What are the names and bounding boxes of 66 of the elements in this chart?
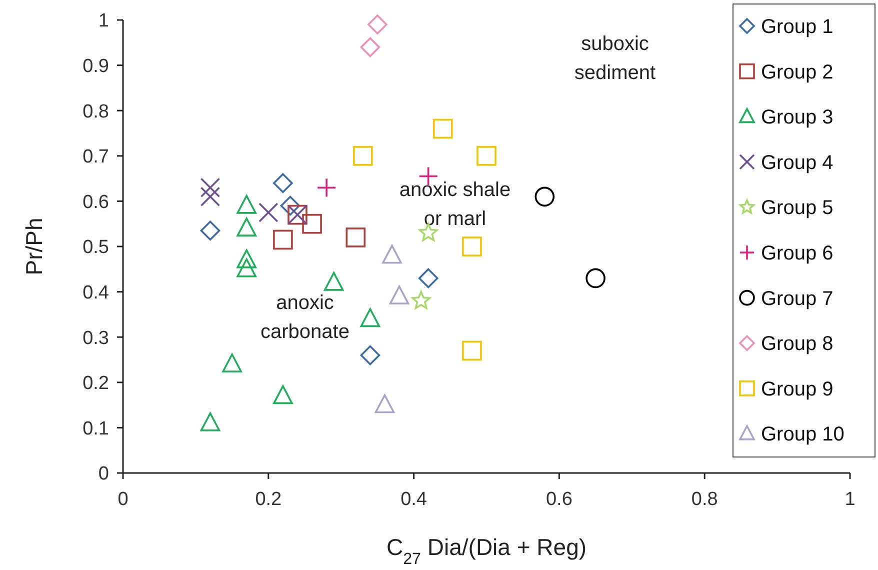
point bbox=[360, 308, 380, 328]
point bbox=[382, 244, 402, 264]
x-tick-label: 0.8 bbox=[691, 489, 718, 510]
x-tick-label: 0.6 bbox=[546, 489, 572, 510]
point bbox=[368, 14, 388, 34]
point bbox=[200, 412, 220, 432]
legend-label: Group 3 bbox=[761, 106, 834, 129]
y-tick-label: 0.7 bbox=[82, 146, 109, 168]
point bbox=[273, 385, 293, 404]
point bbox=[222, 353, 242, 372]
legend-label: Group 2 bbox=[761, 61, 834, 84]
x-tick-label: 0.4 bbox=[400, 489, 428, 510]
annotation: anoxic shale or marl bbox=[399, 179, 511, 230]
y-tick-label: 0.2 bbox=[82, 373, 109, 394]
y-tick-label: 0.3 bbox=[82, 328, 109, 349]
point bbox=[534, 186, 555, 207]
x-tick-label: 0.2 bbox=[255, 489, 282, 510]
point bbox=[200, 220, 220, 241]
x-tick-label: 1 bbox=[844, 489, 856, 510]
point bbox=[389, 286, 410, 304]
point bbox=[353, 146, 373, 166]
y-tick-label: 0 bbox=[98, 464, 109, 485]
point bbox=[374, 394, 395, 414]
legend-label: Group 9 bbox=[761, 378, 834, 400]
x-axis-title: C$_{27}$ Dia/(Dia + Reg) bbox=[386, 534, 587, 568]
y-tick-label: 0.9 bbox=[82, 56, 109, 77]
legend-label: Group 8 bbox=[761, 333, 834, 356]
point bbox=[258, 202, 278, 222]
point bbox=[200, 186, 220, 207]
point bbox=[236, 194, 256, 214]
point bbox=[412, 290, 431, 310]
legend-label: Group 5 bbox=[761, 197, 834, 220]
annotation: anoxic carbonate bbox=[260, 292, 350, 343]
x-tick-label: 0 bbox=[118, 489, 128, 510]
point bbox=[360, 37, 380, 58]
point bbox=[236, 258, 256, 278]
point bbox=[236, 249, 256, 268]
legend-label: Group 6 bbox=[761, 242, 834, 264]
point bbox=[462, 340, 482, 361]
point bbox=[360, 345, 380, 366]
annotation: suboxic sediment bbox=[574, 33, 656, 84]
point bbox=[462, 236, 482, 256]
point bbox=[586, 268, 606, 288]
point bbox=[200, 178, 220, 198]
point bbox=[302, 214, 322, 234]
point bbox=[236, 218, 256, 236]
point bbox=[324, 272, 344, 291]
point bbox=[432, 118, 453, 139]
point bbox=[273, 173, 293, 193]
point bbox=[418, 268, 438, 288]
y-tick-label: 1 bbox=[98, 10, 109, 32]
legend-label: Group 1 bbox=[761, 16, 834, 38]
point bbox=[476, 146, 496, 166]
y-tick-label: 0.4 bbox=[82, 282, 110, 304]
y-tick-label: 0.5 bbox=[82, 237, 109, 258]
y-axis-title: Pr/Ph bbox=[21, 218, 47, 276]
legend-label: Group 4 bbox=[761, 152, 834, 174]
point bbox=[346, 228, 366, 248]
y-tick-label: 0.8 bbox=[82, 101, 109, 122]
point bbox=[280, 196, 300, 216]
legend-label: Group 10 bbox=[761, 424, 844, 446]
point bbox=[273, 230, 293, 250]
legend-label: Group 7 bbox=[761, 288, 834, 310]
y-tick-label: 0.6 bbox=[82, 192, 109, 213]
y-tick-label: 0.1 bbox=[82, 418, 109, 440]
point bbox=[316, 178, 336, 198]
